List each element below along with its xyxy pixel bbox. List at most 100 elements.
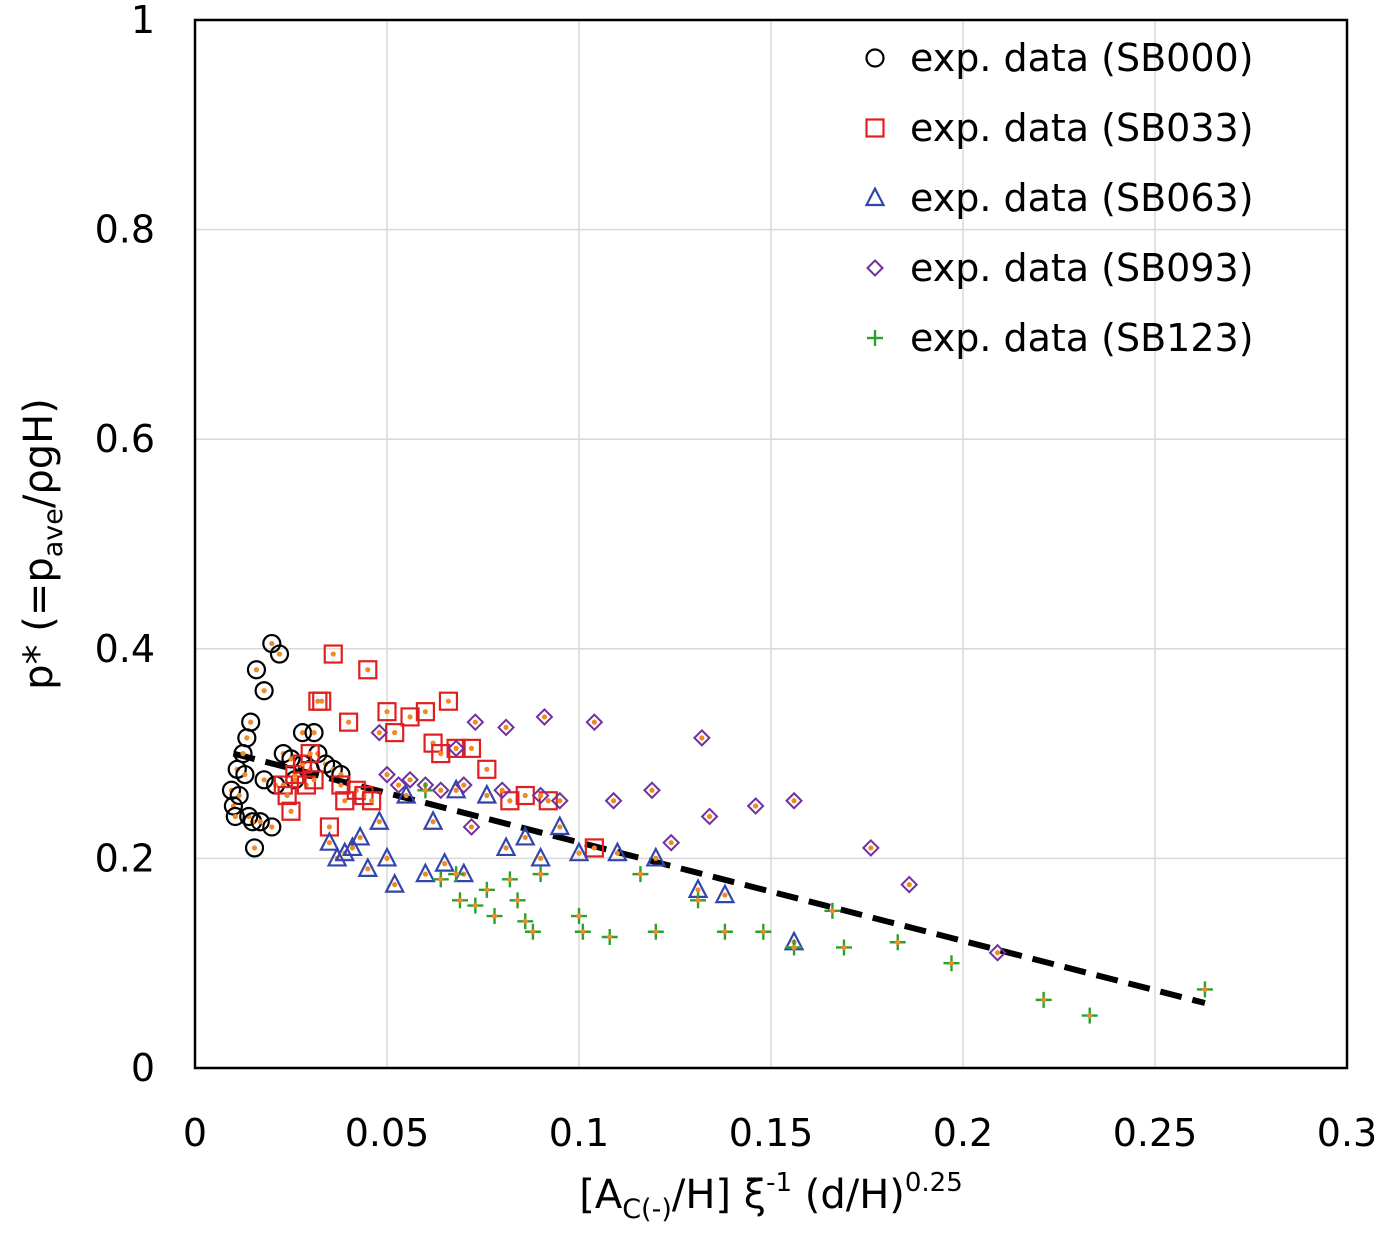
data-point [395,783,417,804]
data-point [785,791,803,810]
data-point [478,881,495,898]
legend-label: exp. data (SB063) [910,176,1254,220]
data-point [690,892,707,909]
data-point [438,691,459,711]
data-point [509,892,526,909]
data-point [385,723,405,743]
data-point [415,862,436,883]
data-point [632,866,649,883]
y-tick-label: 0.2 [95,836,155,880]
data-point [277,785,297,806]
data-point [550,791,569,810]
data-point [323,644,343,664]
series-exp-data-sb000- [221,633,351,858]
data-point [866,259,884,277]
data-point [401,770,419,789]
data-point [447,739,466,758]
data-point [889,934,906,951]
data-point [571,908,587,925]
y-tick-label: 0.6 [95,417,155,461]
data-point [434,851,455,872]
y-tick-label: 0.8 [95,208,155,252]
data-point [530,846,551,867]
data-point [867,330,883,346]
data-point [900,875,919,894]
data-point [486,908,503,925]
data-point [378,765,396,784]
data-point [357,857,379,877]
data-point [229,785,249,806]
y-tick-label: 0 [131,1046,155,1090]
legend-label: exp. data (SB123) [910,316,1254,360]
data-point [246,660,267,680]
data-point [235,764,255,785]
legend-label: exp. data (SB000) [910,36,1254,80]
x-axis-label: [AC(-)/H] ξ-1 (d/H)0.25 [579,1168,963,1225]
legend-label: exp. data (SB093) [910,246,1254,290]
data-point [250,812,270,832]
data-point [342,836,363,857]
data-point [304,770,324,790]
data-point [643,781,661,800]
data-point [535,708,554,726]
data-point [312,691,332,711]
legend: exp. data (SB000) exp. data (SB033) exp. d… [864,36,1254,360]
data-point [568,841,590,862]
data-point [304,723,324,743]
data-point [538,791,558,811]
fit-line [232,750,1206,1006]
legend-item: exp. data (SB093) [866,246,1254,290]
data-point [495,836,517,857]
data-point [517,913,534,930]
data-point [716,923,733,940]
data-point [431,781,450,800]
legend-item: exp. data (SB063) [864,176,1254,220]
y-tick-label: 0.4 [95,627,155,671]
data-point [493,781,512,800]
data-points [221,633,1213,1024]
data-point [714,883,736,904]
y-tick-labels: 0 0.2 0.4 0.6 0.8 1 [95,0,155,1090]
data-point [824,902,841,919]
fit-line-group [232,750,1206,1006]
data-point [584,838,604,858]
data-point [835,939,852,956]
data-point [262,817,282,837]
x-tick-label: 0.05 [345,1111,430,1155]
data-point [514,825,536,846]
data-point [254,681,274,701]
data-point [369,809,390,830]
data-point [370,723,389,742]
data-point [335,791,355,811]
x-tick-label: 0.15 [729,1111,814,1155]
data-point [865,118,885,138]
y-tick-label: 1 [131,0,155,42]
data-point [746,797,765,815]
data-point [415,702,435,722]
data-point [861,839,880,857]
data-point [1035,991,1052,1008]
data-point [532,866,549,883]
data-point [864,186,886,207]
data-point [451,892,468,909]
data-point [400,707,420,727]
data-point [700,807,719,826]
data-point [339,712,359,732]
data-point [943,955,960,972]
data-point [647,923,664,940]
data-point [755,923,772,940]
data-point [422,809,444,830]
data-point [225,806,245,827]
data-point [467,897,484,914]
data-point [384,872,405,893]
data-point [300,743,320,764]
data-point [254,770,274,790]
data-point [497,718,515,737]
data-point [574,923,591,940]
plot-area-frame [193,18,1349,1070]
data-point [281,749,301,769]
data-point [524,923,541,940]
data-point [389,776,408,794]
series-exp-data-sb123- [417,782,1213,1024]
